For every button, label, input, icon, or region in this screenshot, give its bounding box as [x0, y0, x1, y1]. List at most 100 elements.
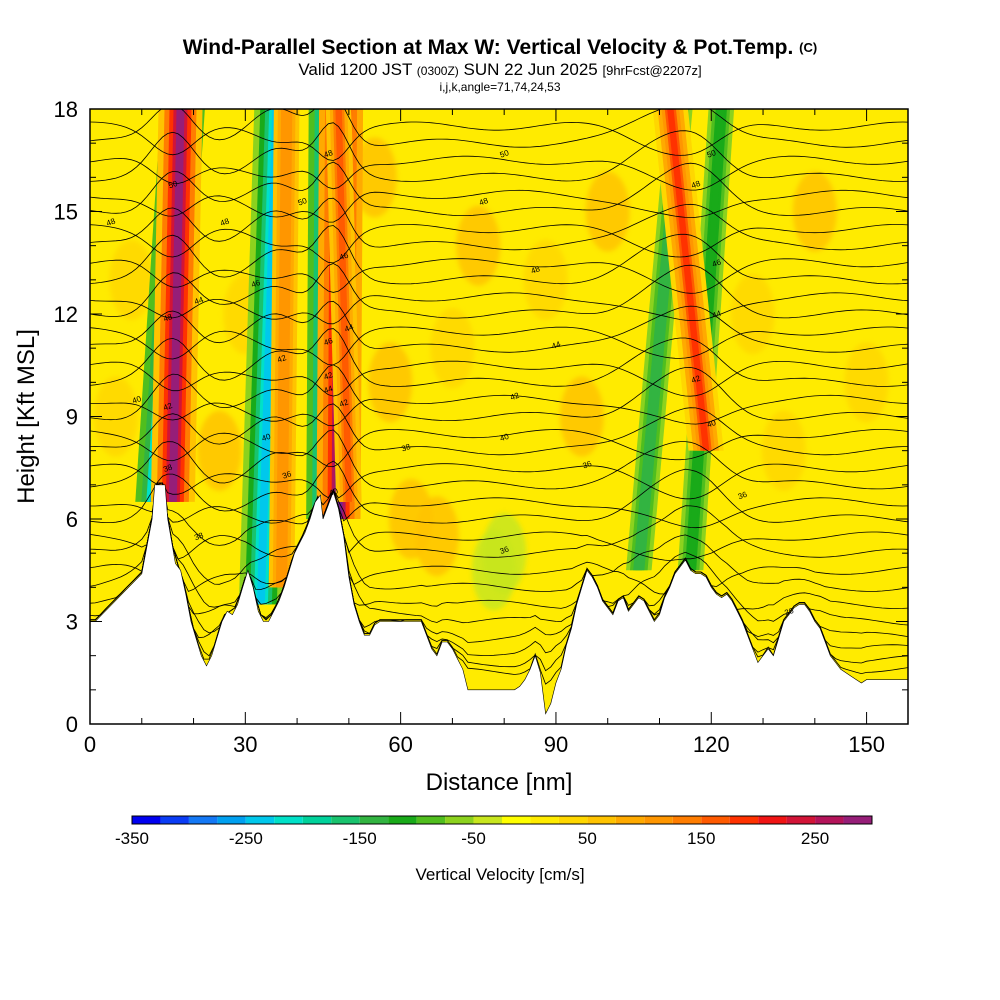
theta-isoline	[90, 197, 908, 251]
theta-isoline	[90, 482, 908, 592]
contour-label: 42	[338, 397, 350, 409]
contour-label: 38	[400, 442, 412, 454]
contour-label: 44	[323, 384, 335, 396]
theta-isoline	[90, 225, 908, 285]
colorbar-swatch	[245, 816, 275, 824]
colorbar-tick-label: -150	[343, 829, 377, 848]
field-patch	[197, 410, 242, 491]
contour-label: 42	[690, 373, 702, 385]
colorbar-swatch	[445, 816, 474, 824]
contour-label: 38	[193, 531, 205, 543]
contour-label: 42	[162, 401, 174, 413]
contour-label: 46	[338, 250, 350, 262]
colorbar-swatch	[188, 816, 218, 824]
theta-isoline	[90, 224, 908, 264]
colorbar-swatch	[558, 816, 588, 824]
field-patch	[368, 342, 413, 423]
colorbar-tick-label: 50	[578, 829, 597, 848]
contour-label: 36	[783, 606, 795, 618]
colorbar-swatch	[502, 816, 531, 824]
field-patch	[844, 342, 889, 423]
colorbar-swatch	[843, 816, 872, 824]
theta-isoline	[90, 429, 908, 490]
contour-label: 44	[343, 322, 355, 334]
y-tick-label: 12	[54, 302, 78, 327]
contour-label: 48	[105, 216, 117, 228]
valid-time: Valid 1200 JST	[298, 60, 413, 79]
contour-label: 40	[499, 432, 511, 444]
colorbar-swatch	[815, 816, 844, 824]
theta-isoline	[90, 258, 908, 294]
contour-label: 40	[260, 432, 272, 444]
colorbar-swatch	[132, 816, 161, 824]
theta-isoline	[90, 482, 908, 558]
colorbar-swatch	[587, 816, 616, 824]
contour-label: 36	[737, 490, 749, 502]
theta-isoline	[90, 122, 908, 182]
colorbar-swatch	[615, 816, 645, 824]
velocity-band	[150, 109, 203, 502]
field-patch	[352, 137, 397, 218]
contour-label: 48	[162, 312, 174, 324]
x-tick-label: 0	[84, 732, 96, 757]
velocity-band-level	[168, 109, 185, 502]
field-patch	[430, 308, 475, 389]
theta-isoline	[90, 482, 908, 529]
x-tick-label: 90	[544, 732, 568, 757]
colorbar-swatch	[416, 816, 446, 824]
theta-isoline	[90, 482, 908, 620]
colorbar-swatch	[274, 816, 303, 824]
field-patch	[730, 274, 775, 354]
chart-subtitle: Valid 1200 JST (0300Z) SUN 22 Jun 2025 […	[0, 60, 1000, 81]
field-patch	[456, 205, 501, 286]
chart-title-block: Wind-Parallel Section at Max W: Vertical…	[0, 36, 1000, 93]
colorbar-swatch	[388, 816, 417, 824]
contour-label: 48	[478, 196, 490, 208]
valid-date: SUN 22 Jun 2025	[463, 60, 598, 79]
theta-isoline	[90, 292, 908, 325]
contour-label: 40	[706, 418, 718, 430]
theta-isoline	[90, 263, 908, 319]
colorbar-swatch	[473, 816, 502, 824]
y-tick-label: 9	[66, 405, 78, 430]
theta-isoline	[90, 403, 908, 456]
colorbar-swatch	[302, 816, 332, 824]
contour-label: 44	[711, 309, 723, 321]
theta-isoline	[90, 109, 908, 148]
chart-title-mark: (C)	[799, 40, 818, 55]
theta-isoline	[90, 189, 908, 223]
chart-title: Wind-Parallel Section at Max W: Vertical…	[0, 36, 1000, 60]
colorbar-swatch	[786, 816, 816, 824]
forecast-label: [9hrFcst@2207z]	[602, 63, 702, 78]
section-indices: i,j,k,angle=71,74,24,53	[439, 80, 561, 94]
theta-isoline	[90, 161, 908, 217]
contour-label: 46	[323, 336, 335, 348]
colorbar-tick-label: 250	[801, 829, 829, 848]
y-tick-label: 15	[54, 200, 78, 225]
colorbar-swatch	[758, 816, 787, 824]
theta-isoline	[90, 326, 908, 366]
theta-isoline	[90, 155, 908, 191]
theta-isoline	[90, 364, 908, 421]
field-patch	[523, 239, 568, 320]
field-patch	[93, 376, 138, 457]
contour-label: 48	[530, 264, 542, 276]
valid-utc: (0300Z)	[416, 64, 459, 78]
contour-label: 40	[328, 486, 340, 498]
y-tick-label: 3	[66, 610, 78, 635]
colorbar-tick-label: 150	[687, 829, 715, 848]
colorbar-frame	[131, 815, 873, 825]
colorbar-swatch	[331, 816, 360, 824]
x-tick-label: 150	[848, 732, 885, 757]
theta-isoline	[90, 121, 908, 161]
theta-isoline	[90, 482, 908, 626]
velocity-band	[325, 109, 362, 502]
theta-isolines	[90, 109, 908, 685]
colorbar: -350 -250 -150 -50 50 150 250 Vertical Velocity…	[115, 815, 873, 884]
theta-isoline	[90, 482, 908, 562]
theta-isoline	[90, 328, 908, 387]
